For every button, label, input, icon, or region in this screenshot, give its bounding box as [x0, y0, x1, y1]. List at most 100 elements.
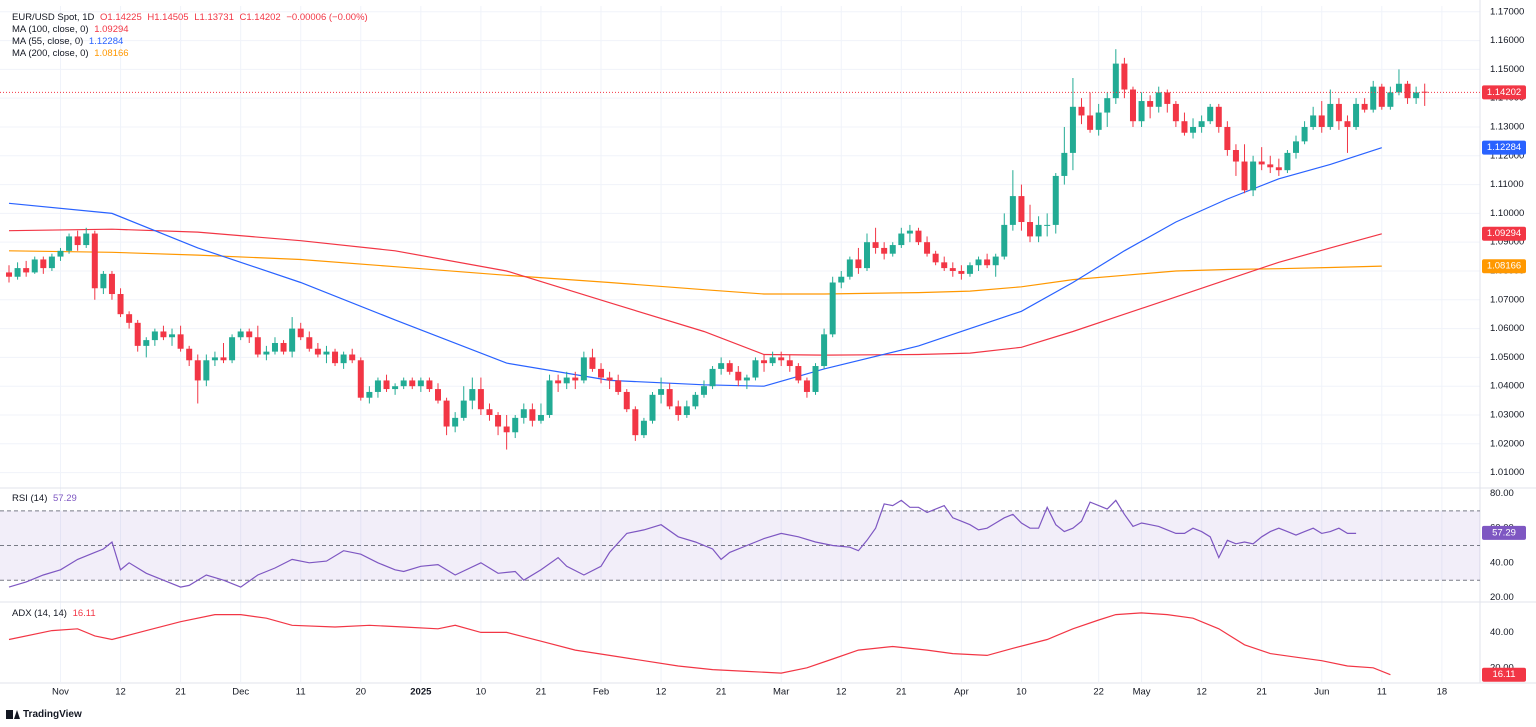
candle[interactable]: [100, 270, 107, 295]
candle[interactable]: [1147, 95, 1154, 119]
candle[interactable]: [709, 366, 716, 390]
candle[interactable]: [1224, 121, 1231, 156]
candle[interactable]: [40, 256, 47, 274]
candle[interactable]: [237, 328, 244, 341]
candle[interactable]: [598, 363, 605, 384]
candle[interactable]: [838, 270, 845, 289]
candle[interactable]: [357, 357, 364, 401]
candle[interactable]: [984, 253, 991, 269]
candle[interactable]: [374, 377, 381, 398]
candle[interactable]: [1301, 121, 1308, 145]
candle[interactable]: [958, 265, 965, 280]
ma100-legend[interactable]: MA (100, close, 0) 1.09294: [12, 24, 368, 36]
candle[interactable]: [512, 414, 519, 439]
candle[interactable]: [1258, 147, 1265, 171]
adx-legend[interactable]: ADX (14, 14) 16.11: [12, 608, 96, 620]
candle[interactable]: [108, 270, 115, 300]
candle[interactable]: [683, 400, 690, 418]
candle[interactable]: [658, 377, 665, 404]
candle[interactable]: [898, 227, 905, 248]
candle[interactable]: [1155, 86, 1162, 113]
candle[interactable]: [580, 351, 587, 384]
candle[interactable]: [846, 256, 853, 280]
candle[interactable]: [537, 403, 544, 424]
candle[interactable]: [889, 242, 896, 257]
candle[interactable]: [1018, 184, 1025, 231]
candle[interactable]: [606, 371, 613, 390]
candle[interactable]: [323, 345, 330, 364]
candle[interactable]: [435, 383, 441, 404]
candle[interactable]: [1293, 135, 1299, 159]
candle[interactable]: [786, 354, 793, 372]
candle[interactable]: [143, 337, 150, 358]
candle[interactable]: [623, 389, 630, 413]
candle[interactable]: [48, 253, 55, 271]
candle[interactable]: [400, 377, 407, 390]
candle[interactable]: [340, 351, 347, 369]
candle[interactable]: [1009, 170, 1016, 231]
candle[interactable]: [752, 357, 759, 381]
candle[interactable]: [1241, 144, 1248, 194]
candle[interactable]: [881, 242, 888, 260]
candle[interactable]: [675, 400, 682, 421]
candle[interactable]: [975, 256, 982, 271]
candle[interactable]: [1095, 103, 1102, 136]
candle[interactable]: [1413, 86, 1420, 104]
candle[interactable]: [263, 345, 270, 361]
candle[interactable]: [718, 357, 725, 375]
candle[interactable]: [743, 374, 750, 390]
candle[interactable]: [254, 325, 261, 358]
candle[interactable]: [126, 311, 133, 329]
candle[interactable]: [1327, 89, 1334, 130]
candle[interactable]: [160, 325, 167, 341]
candle[interactable]: [1138, 92, 1145, 127]
candle[interactable]: [14, 262, 21, 280]
candle[interactable]: [495, 412, 502, 436]
candle[interactable]: [289, 317, 296, 358]
candle[interactable]: [563, 371, 570, 390]
candle[interactable]: [1275, 158, 1282, 176]
candle[interactable]: [271, 337, 278, 355]
candle[interactable]: [572, 371, 579, 390]
candle[interactable]: [615, 374, 622, 395]
price-axis[interactable]: 1.01000 1.02000 1.03000 1.04000 1.05000 1.060…: [1490, 6, 1524, 673]
candle[interactable]: [692, 391, 699, 410]
candle[interactable]: [134, 319, 141, 352]
candle[interactable]: [392, 383, 399, 395]
candle[interactable]: [546, 374, 553, 418]
candle[interactable]: [649, 391, 656, 424]
candle[interactable]: [349, 348, 356, 364]
candle[interactable]: [795, 363, 802, 384]
candle[interactable]: [1378, 83, 1385, 110]
candle[interactable]: [477, 377, 484, 415]
candle[interactable]: [1121, 57, 1128, 99]
candle[interactable]: [1172, 101, 1179, 127]
candle[interactable]: [1198, 115, 1205, 133]
candle[interactable]: [829, 276, 836, 338]
candle[interactable]: [1318, 101, 1325, 133]
candle[interactable]: [778, 351, 785, 367]
candle[interactable]: [211, 351, 218, 367]
candle[interactable]: [1044, 213, 1051, 237]
candle[interactable]: [66, 233, 73, 254]
candle[interactable]: [666, 383, 673, 410]
candle[interactable]: [426, 377, 433, 392]
candle[interactable]: [915, 227, 922, 246]
time-axis[interactable]: Nov 12 21 Dec 11 20 2025 10 21 Feb 12 21 Mar 12 21 Apr 1…: [52, 687, 1447, 698]
symbol-name[interactable]: EUR/USD Spot, 1D: [12, 12, 95, 23]
candle[interactable]: [194, 354, 201, 404]
candle[interactable]: [555, 374, 562, 392]
candle[interactable]: [1112, 49, 1119, 104]
candle[interactable]: [177, 325, 184, 352]
candle[interactable]: [769, 351, 776, 367]
candle[interactable]: [1104, 92, 1111, 127]
candle[interactable]: [520, 403, 527, 424]
candle[interactable]: [1421, 83, 1428, 106]
candle[interactable]: [314, 342, 321, 358]
candle[interactable]: [366, 386, 373, 404]
candle[interactable]: [306, 331, 313, 352]
candle[interactable]: [1164, 89, 1171, 113]
candle[interactable]: [1215, 103, 1222, 133]
ma55-legend[interactable]: MA (55, close, 0) 1.12284: [12, 36, 368, 48]
candle[interactable]: [229, 334, 236, 364]
